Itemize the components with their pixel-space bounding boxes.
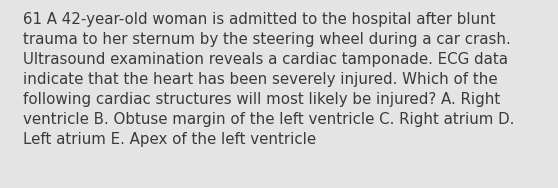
Text: 61 A 42-year-old woman is admitted to the hospital after blunt
trauma to her ste: 61 A 42-year-old woman is admitted to th… bbox=[23, 12, 514, 147]
